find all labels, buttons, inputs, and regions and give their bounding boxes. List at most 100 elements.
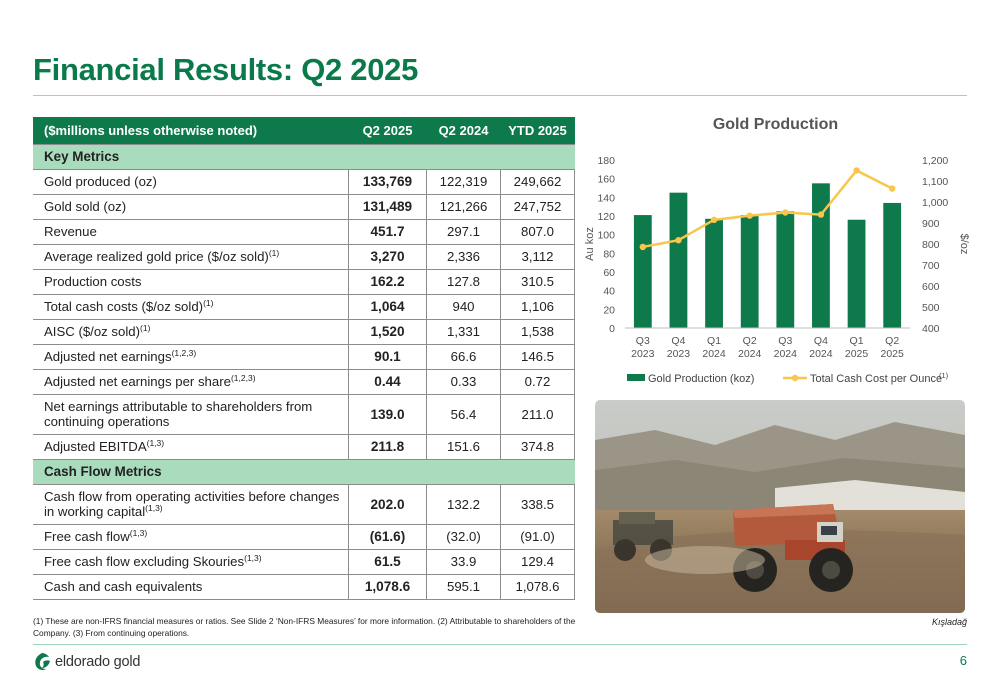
y2-tick-label: 900 (922, 218, 940, 230)
table-row: Cash flow from operating activities befo… (33, 484, 575, 525)
row-label: Free cash flow(1,3) (33, 524, 349, 550)
row-label-text: Free cash flow excluding Skouries (44, 554, 245, 569)
x-tick-label: Q2 2024 (738, 335, 762, 360)
x-tick-label: Q1 2024 (702, 335, 726, 360)
table-row: Cash and cash equivalents 1,078.6 595.1 1,0… (33, 574, 575, 600)
section-cash-flow-metrics: Cash Flow Metrics (33, 459, 575, 485)
cell-ytd-2025: (91.0) (500, 524, 575, 550)
company-logo: eldorado gold (33, 652, 140, 672)
financial-results-table: ($millions unless otherwise noted) Q2 20… (33, 117, 575, 600)
legend-swatch-marker (791, 374, 799, 382)
table-row: Gold sold (oz) 131,489 121,266 247,752 (33, 194, 575, 220)
section-key-metrics: Key Metrics (33, 144, 575, 170)
y2-tick-label: 1,000 (922, 197, 948, 209)
cell-q2-2025: 139.0 (348, 394, 427, 435)
table-row: Average realized gold price ($/oz sold)(… (33, 244, 575, 270)
y2-tick-label: 400 (922, 323, 940, 335)
row-label: AISC ($/oz sold)(1) (33, 319, 349, 345)
cash-cost-point (888, 185, 896, 192)
cell-q2-2025: 1,520 (348, 319, 427, 345)
bar (812, 183, 830, 328)
cell-q2-2024: 122,319 (426, 169, 501, 195)
row-label-text: Adjusted net earnings per share (44, 374, 231, 389)
row-label-text: Adjusted EBITDA (44, 439, 147, 454)
mine-haul-truck-photo (595, 400, 965, 613)
cell-q2-2024: 33.9 (426, 549, 501, 575)
cell-ytd-2025: 0.72 (500, 369, 575, 395)
y2-tick-label: 500 (922, 302, 940, 314)
row-label-text: Cash and cash equivalents (44, 579, 203, 594)
row-label-text: Revenue (44, 224, 97, 239)
photo-caption: Kışladağ (931, 617, 967, 627)
header-q2-2025: Q2 2025 (348, 117, 427, 145)
cell-q2-2024: (32.0) (426, 524, 501, 550)
cell-q2-2025: 451.7 (348, 219, 427, 245)
cell-q2-2025: 131,489 (348, 194, 427, 220)
footnote-ref: (1,3) (244, 553, 262, 563)
row-label: Adjusted net earnings(1,2,3) (33, 344, 349, 370)
x-tick-label: Q2 2025 (881, 335, 905, 360)
bar (776, 211, 795, 328)
y2-axis-label: $/oz (958, 234, 970, 255)
table-row: Gold produced (oz) 133,769 122,319 249,662 (33, 169, 575, 195)
row-label: Cash and cash equivalents (33, 574, 349, 600)
table-row: Revenue 451.7 297.1 807.0 (33, 219, 575, 245)
footnote: (1) These are non-IFRS financial measure… (33, 616, 576, 638)
cell-ytd-2025: 374.8 (500, 434, 575, 460)
cell-ytd-2025: 338.5 (500, 484, 575, 525)
y-tick-label: 120 (597, 211, 615, 223)
row-label-text: Production costs (44, 274, 142, 289)
x-tick-label: Q4 2023 (667, 335, 691, 360)
row-label: Total cash costs ($/oz sold)(1) (33, 294, 349, 320)
y2-tick-label: 600 (922, 281, 940, 293)
cell-q2-2024: 297.1 (426, 219, 501, 245)
cell-q2-2025: 162.2 (348, 269, 427, 295)
row-label-text: Average realized gold price ($/oz sold) (44, 249, 269, 264)
chart-svg: Gold Production 0 20 40 60 80 100 120 140 160 180 4… (584, 116, 970, 385)
page-number: 6 (959, 653, 967, 668)
row-label: Gold sold (oz) (33, 194, 349, 220)
cell-q2-2024: 127.8 (426, 269, 501, 295)
x-tick-label: Q1 2025 (845, 335, 869, 360)
table-header-row: ($millions unless otherwise noted) Q2 20… (33, 117, 575, 145)
cash-cost-point (639, 243, 647, 251)
bar (705, 218, 723, 328)
legend-swatch-bars (627, 374, 645, 381)
header-ytd-2025: YTD 2025 (500, 117, 575, 145)
row-label: Revenue (33, 219, 349, 245)
y-tick-label: 20 (603, 304, 615, 316)
bar (740, 215, 759, 328)
row-label: Free cash flow excluding Skouries(1,3) (33, 549, 349, 575)
table-row: Total cash costs ($/oz sold)(1) 1,064 940 1… (33, 294, 575, 320)
cell-ytd-2025: 211.0 (500, 394, 575, 435)
cell-q2-2025: 133,769 (348, 169, 427, 195)
cell-q2-2025: 90.1 (348, 344, 427, 370)
y2-tick-label: 1,200 (922, 155, 948, 167)
cell-q2-2025: 0.44 (348, 369, 427, 395)
cash-cost-line (642, 168, 893, 249)
row-label-text: AISC ($/oz sold) (44, 324, 141, 339)
y-tick-label: 40 (603, 286, 615, 298)
cash-cost-point (675, 237, 682, 244)
cell-q2-2024: 56.4 (426, 394, 501, 435)
footnote-ref: (1) (203, 298, 214, 308)
page-title: Financial Results: Q2 2025 (33, 52, 419, 87)
y-tick-label: 80 (603, 248, 615, 260)
cell-q2-2024: 0.33 (426, 369, 501, 395)
row-label-text: Adjusted net earnings (44, 349, 172, 364)
section-key-metrics-label: Key Metrics (33, 144, 575, 170)
y-tick-label: 0 (609, 323, 615, 335)
table-row: Adjusted EBITDA(1,3) 211.8 151.6 374.8 (33, 434, 575, 460)
cell-q2-2024: 2,336 (426, 244, 501, 270)
cell-q2-2025: 61.5 (348, 549, 427, 575)
row-label-text: Total cash costs ($/oz sold) (44, 299, 204, 314)
cell-q2-2024: 121,266 (426, 194, 501, 220)
cell-ytd-2025: 807.0 (500, 219, 575, 245)
row-label: Production costs (33, 269, 349, 295)
cell-q2-2025: (61.6) (348, 524, 427, 550)
cell-ytd-2025: 3,112 (500, 244, 575, 270)
footnote-ref: (1,3) (129, 528, 148, 538)
y-tick-label: 180 (597, 155, 615, 167)
y-tick-label: 160 (597, 174, 615, 186)
cell-q2-2024: 940 (426, 294, 501, 320)
